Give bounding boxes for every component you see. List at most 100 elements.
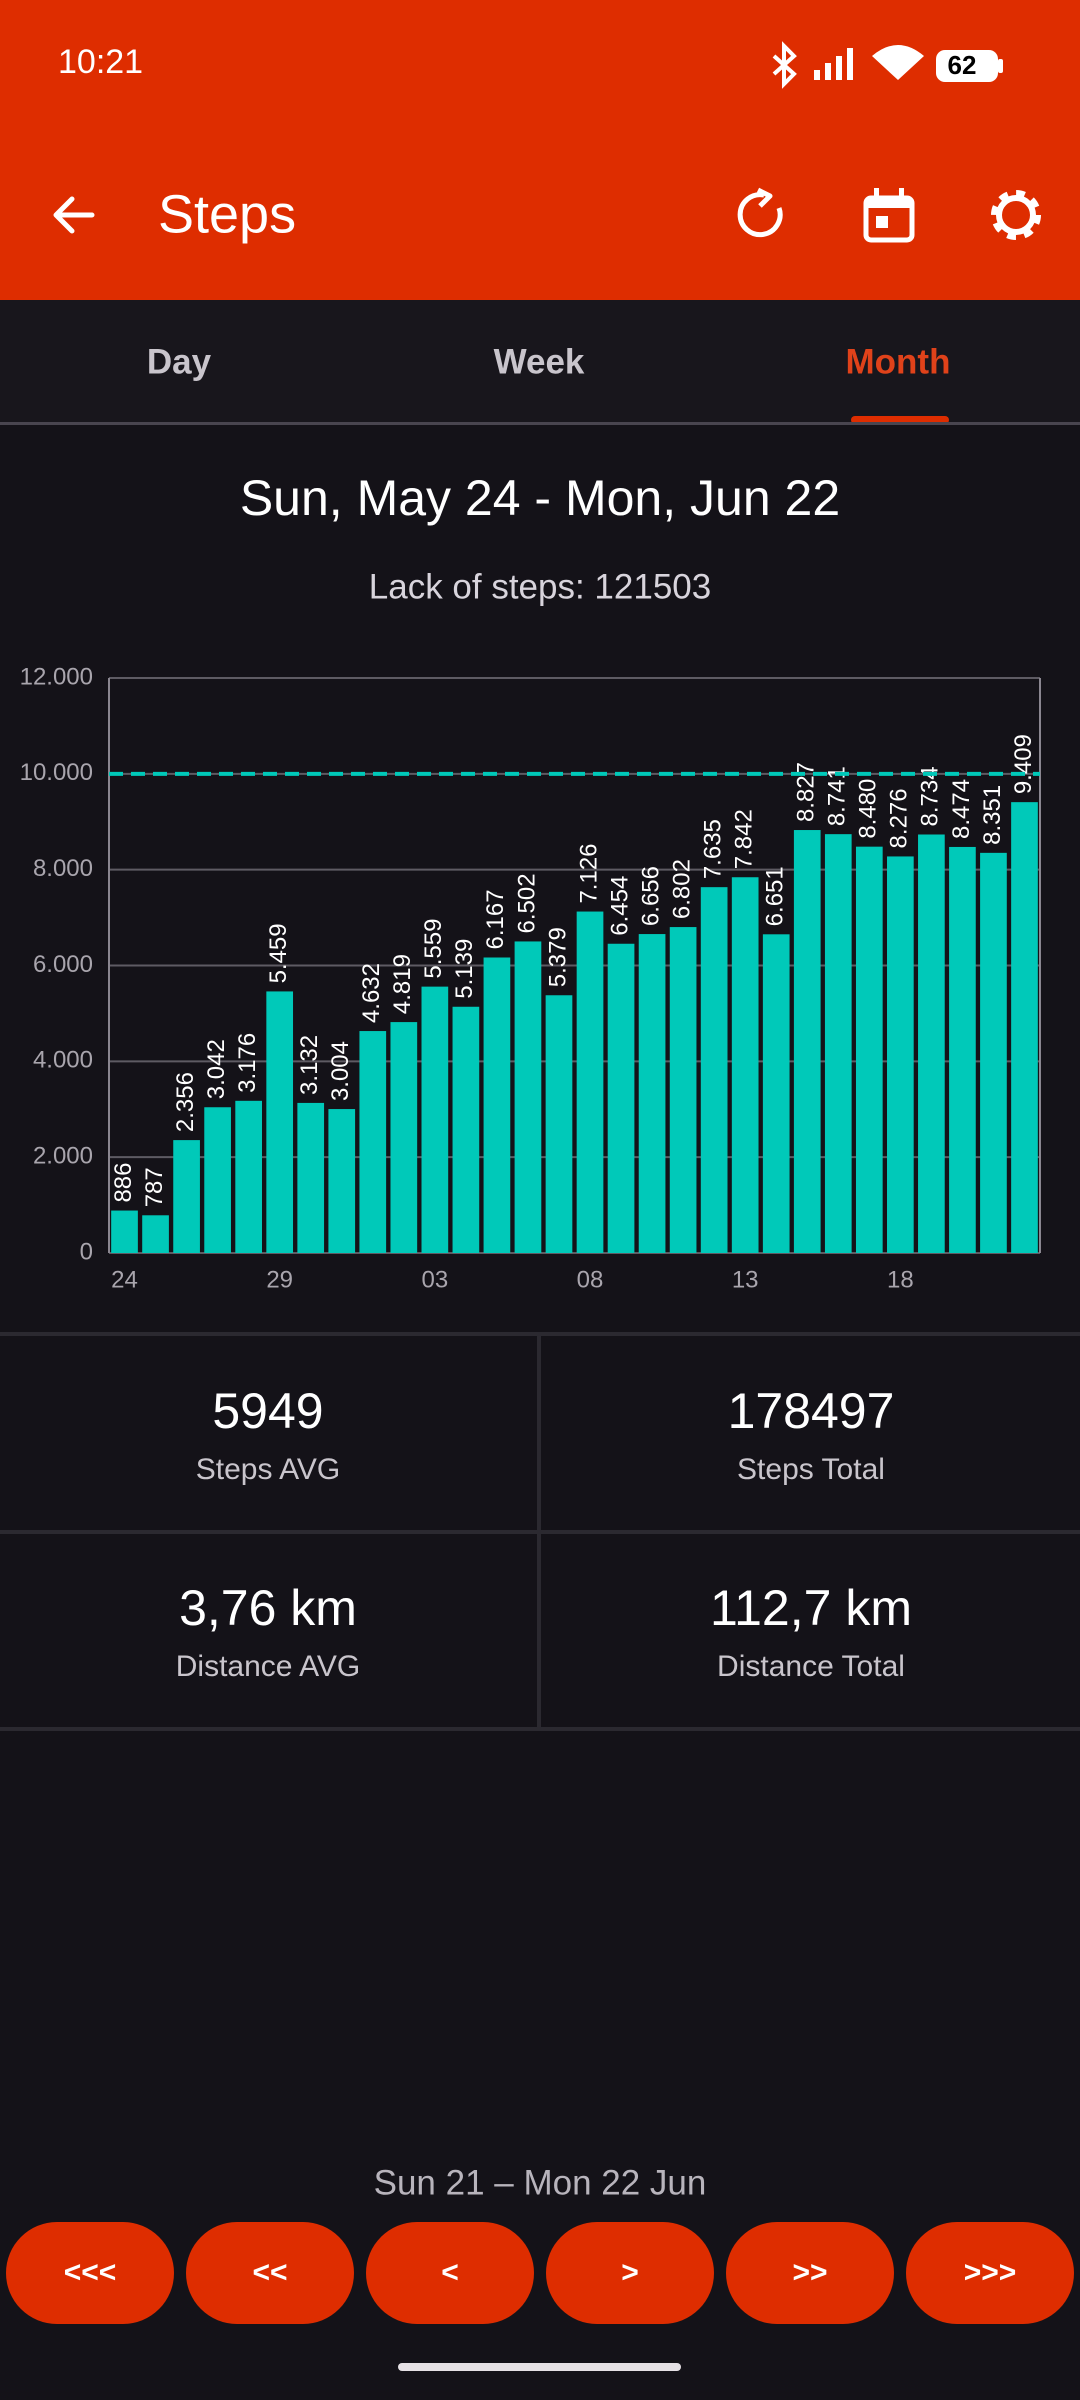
value-label: 8.827 — [793, 762, 820, 822]
nav-button-label[interactable]: << — [252, 2256, 287, 2289]
app-bar — [0, 0, 1080, 300]
nav-buttons: <<< << < > >> >>> — [6, 2222, 1074, 2324]
value-label: 7.842 — [731, 809, 758, 869]
nav-button-label[interactable]: < — [441, 2256, 459, 2289]
settings-button[interactable] — [991, 190, 1041, 240]
nav-button-label[interactable]: <<< — [64, 2256, 117, 2289]
chart: 0 2.000 4.000 6.000 8.000 10.000 12.000 24 886 78… — [20, 663, 1041, 1293]
tab-day[interactable]: Day — [147, 342, 212, 381]
value-label: 7.635 — [699, 819, 726, 879]
stat-value: 112,7 km — [710, 1580, 912, 1636]
value-label: 3.132 — [296, 1035, 323, 1095]
y-tick-label: 0 — [80, 1238, 93, 1265]
value-label: 3.004 — [327, 1041, 354, 1101]
tab-week[interactable]: Week — [494, 342, 585, 381]
value-label: 6.651 — [762, 866, 789, 926]
bar — [887, 856, 914, 1253]
value-label: 6.167 — [482, 889, 509, 949]
battery-level: 62 — [948, 50, 977, 80]
bar — [421, 986, 449, 1253]
value-label: 8.276 — [886, 788, 913, 848]
value-label: 5.559 — [420, 919, 447, 979]
stat-value: 5949 — [212, 1383, 323, 1439]
bar — [359, 1031, 387, 1253]
bar — [452, 1006, 480, 1253]
bar — [142, 1215, 169, 1253]
nav-button-label[interactable]: >> — [792, 2256, 827, 2289]
tab-month[interactable]: Month — [846, 342, 951, 381]
bar — [1011, 802, 1038, 1253]
x-tick-label: 24 — [111, 1266, 138, 1293]
tab-bar — [0, 300, 1080, 424]
value-label: 9.409 — [1010, 734, 1037, 794]
value-label: 8.480 — [855, 779, 882, 839]
bar — [700, 887, 728, 1253]
bar — [980, 852, 1007, 1253]
y-tick-label: 4.000 — [33, 1047, 93, 1074]
bar — [173, 1140, 200, 1253]
value-label: 5.459 — [265, 923, 292, 983]
x-tick-label: 13 — [732, 1266, 759, 1293]
status-time: 10:21 — [58, 43, 143, 81]
nav-button[interactable] — [906, 2222, 1074, 2324]
nav-button[interactable] — [6, 2222, 174, 2324]
stat-value: 3,76 km — [179, 1580, 357, 1636]
stat-label: Distance Total — [717, 1650, 905, 1683]
stat-value: 178497 — [728, 1383, 895, 1439]
x-tick-label: 18 — [887, 1266, 914, 1293]
value-label: 6.502 — [513, 873, 540, 933]
x-tick-label: 08 — [577, 1266, 604, 1293]
bar — [204, 1107, 231, 1253]
nav-button[interactable] — [186, 2222, 354, 2324]
nav-button-label[interactable]: > — [621, 2256, 639, 2289]
value-label: 2.356 — [172, 1072, 199, 1132]
value-label: 8.351 — [979, 785, 1006, 845]
value-label: 3.042 — [203, 1039, 230, 1099]
value-label: 4.819 — [389, 954, 416, 1014]
home-indicator — [398, 2363, 681, 2371]
lack-of-steps: Lack of steps: 121503 — [369, 567, 711, 606]
refresh-button[interactable] — [737, 187, 783, 238]
bar — [266, 991, 294, 1253]
value-label: 886 — [110, 1162, 137, 1202]
bar — [390, 1022, 418, 1253]
bar — [483, 957, 511, 1253]
nav-button[interactable] — [546, 2222, 714, 2324]
bar — [949, 846, 976, 1253]
tab-divider — [0, 422, 1080, 425]
y-tick-label: 2.000 — [33, 1143, 93, 1170]
stat-label: Steps AVG — [196, 1453, 341, 1486]
y-tick-label: 10.000 — [20, 759, 93, 786]
bar — [762, 934, 790, 1253]
back-button[interactable] — [53, 196, 95, 234]
bar — [328, 1109, 356, 1253]
stat-label: Steps Total — [737, 1453, 885, 1486]
bar — [607, 943, 635, 1253]
footer-range: Sun 21 – Mon 22 Jun — [374, 2163, 707, 2202]
app-title: Steps — [158, 184, 296, 244]
value-label: 4.632 — [358, 963, 385, 1023]
stats-grid — [0, 1332, 1080, 1731]
nav-button[interactable] — [726, 2222, 894, 2324]
bar — [514, 941, 542, 1253]
y-tick-label: 8.000 — [33, 855, 93, 882]
value-label: 8.741 — [824, 766, 851, 826]
bar — [235, 1100, 262, 1253]
stat-label: Distance AVG — [176, 1650, 361, 1683]
bar — [824, 834, 852, 1253]
value-label: 6.802 — [668, 859, 695, 919]
value-label: 8.474 — [948, 779, 975, 839]
y-tick-label: 6.000 — [33, 951, 93, 978]
bar — [576, 911, 604, 1253]
x-tick-label: 29 — [266, 1266, 293, 1293]
bar — [638, 934, 666, 1253]
nav-button[interactable] — [366, 2222, 534, 2324]
bar — [111, 1210, 138, 1253]
calendar-button[interactable] — [863, 188, 915, 243]
bar — [297, 1102, 325, 1253]
nav-button-label[interactable]: >>> — [964, 2256, 1017, 2289]
bar — [545, 995, 573, 1253]
y-tick-label: 12.000 — [20, 663, 93, 690]
